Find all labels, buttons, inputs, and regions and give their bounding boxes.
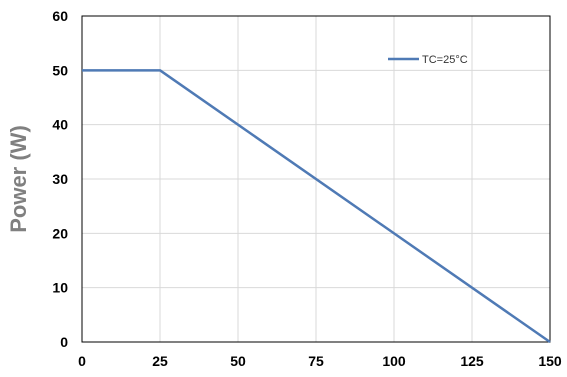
y-tick-label-50: 50 (52, 62, 68, 78)
y-tick-label-40: 40 (52, 117, 68, 133)
plot-area-border (81, 15, 551, 343)
y-axis-tick-labels: 0 10 20 30 40 50 60 (52, 8, 68, 350)
x-tick-label-125: 125 (460, 353, 484, 369)
series-layer (82, 69, 551, 344)
y-tick-label-30: 30 (52, 171, 68, 187)
y-tick-label-10: 10 (52, 280, 68, 296)
x-tick-label-25: 25 (152, 353, 168, 369)
series-line-0 (82, 69, 551, 344)
x-axis-tick-labels: 0 25 50 75 100 125 150 (78, 353, 562, 369)
y-tick-label-0: 0 (60, 334, 68, 350)
legend-label-tc-25c: TC=25°C (422, 54, 468, 66)
x-tick-label-150: 150 (538, 353, 562, 369)
gridlines (82, 16, 550, 342)
y-axis-label: Power (W) (6, 125, 31, 233)
legend: TC=25°C (388, 54, 468, 66)
x-tick-label-0: 0 (78, 353, 86, 369)
y-tick-label-20: 20 (52, 225, 68, 241)
x-tick-label-100: 100 (382, 353, 406, 369)
y-tick-label-60: 60 (52, 8, 68, 24)
x-tick-label-50: 50 (230, 353, 246, 369)
x-tick-label-75: 75 (308, 353, 324, 369)
